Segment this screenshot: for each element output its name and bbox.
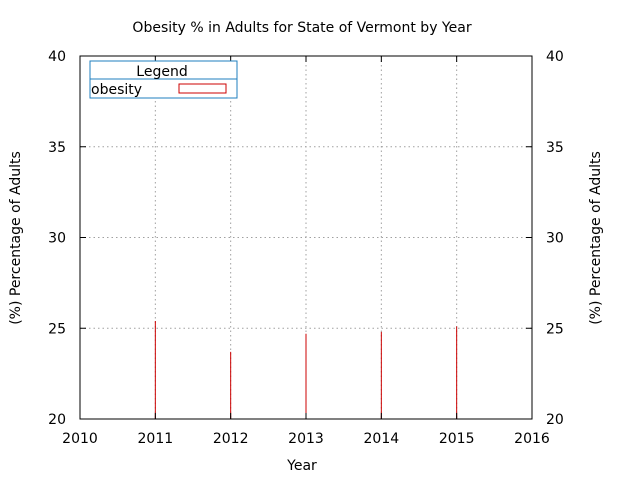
- y2-axis-title: (%) Percentage of Adults: [588, 151, 604, 325]
- y2-tick-label: 35: [546, 140, 564, 156]
- x-tick-label: 2015: [439, 431, 475, 447]
- legend: Legend obesity: [89, 60, 238, 99]
- y-tick-label: 40: [48, 49, 66, 65]
- y2-tick-label: 25: [546, 321, 564, 337]
- y2-tick-label: 20: [546, 412, 564, 428]
- x-axis-title: Year: [286, 458, 317, 474]
- data-bars: [154, 320, 458, 419]
- legend-entry-swatch: [178, 83, 227, 94]
- axis-ticks: [79, 55, 533, 420]
- chart-title: Obesity % in Adults for State of Vermont…: [132, 20, 471, 36]
- y-tick-label: 25: [48, 321, 66, 337]
- y-tick-label: 30: [48, 231, 66, 247]
- x-tick-label: 2013: [288, 431, 324, 447]
- y2-tick-label: 40: [546, 49, 564, 65]
- x-tick-label: 2012: [213, 431, 249, 447]
- x-tick-label: 2016: [514, 431, 550, 447]
- y-tick-label: 35: [48, 140, 66, 156]
- x-tick-label: 2014: [364, 431, 400, 447]
- x-tick-label: 2011: [138, 431, 174, 447]
- y2-axis-tick-labels: 20 25 30 35 40: [546, 49, 564, 428]
- y-tick-label: 20: [48, 412, 66, 428]
- legend-title: Legend: [136, 64, 187, 80]
- y-axis-tick-labels: 20 25 30 35 40: [48, 49, 66, 428]
- legend-entry-label: obesity: [91, 82, 142, 98]
- x-tick-label: 2010: [62, 431, 98, 447]
- y2-tick-label: 30: [546, 231, 564, 247]
- x-axis-tick-labels: 2010 2011 2012 2013 2014 2015 2016: [62, 431, 550, 447]
- y-axis-title: (%) Percentage of Adults: [8, 151, 24, 325]
